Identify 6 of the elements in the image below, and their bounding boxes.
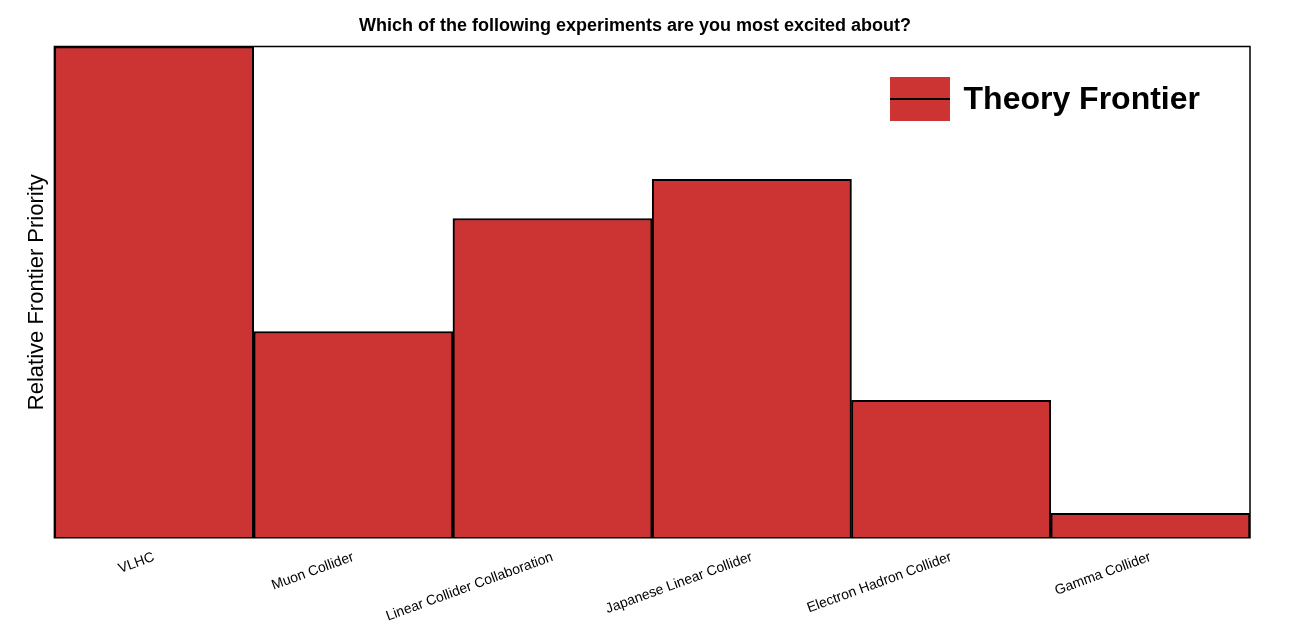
x-tick-label: Gamma Collider: [1052, 547, 1154, 598]
x-tick-label: Muon Collider: [269, 547, 356, 593]
y-axis-title: Relative Frontier Priority: [23, 174, 49, 411]
x-tick-label: VLHC: [115, 548, 157, 576]
legend-label: Theory Frontier: [963, 80, 1200, 118]
chart-title: Which of the following experiments are you most excited about?: [358, 14, 912, 35]
